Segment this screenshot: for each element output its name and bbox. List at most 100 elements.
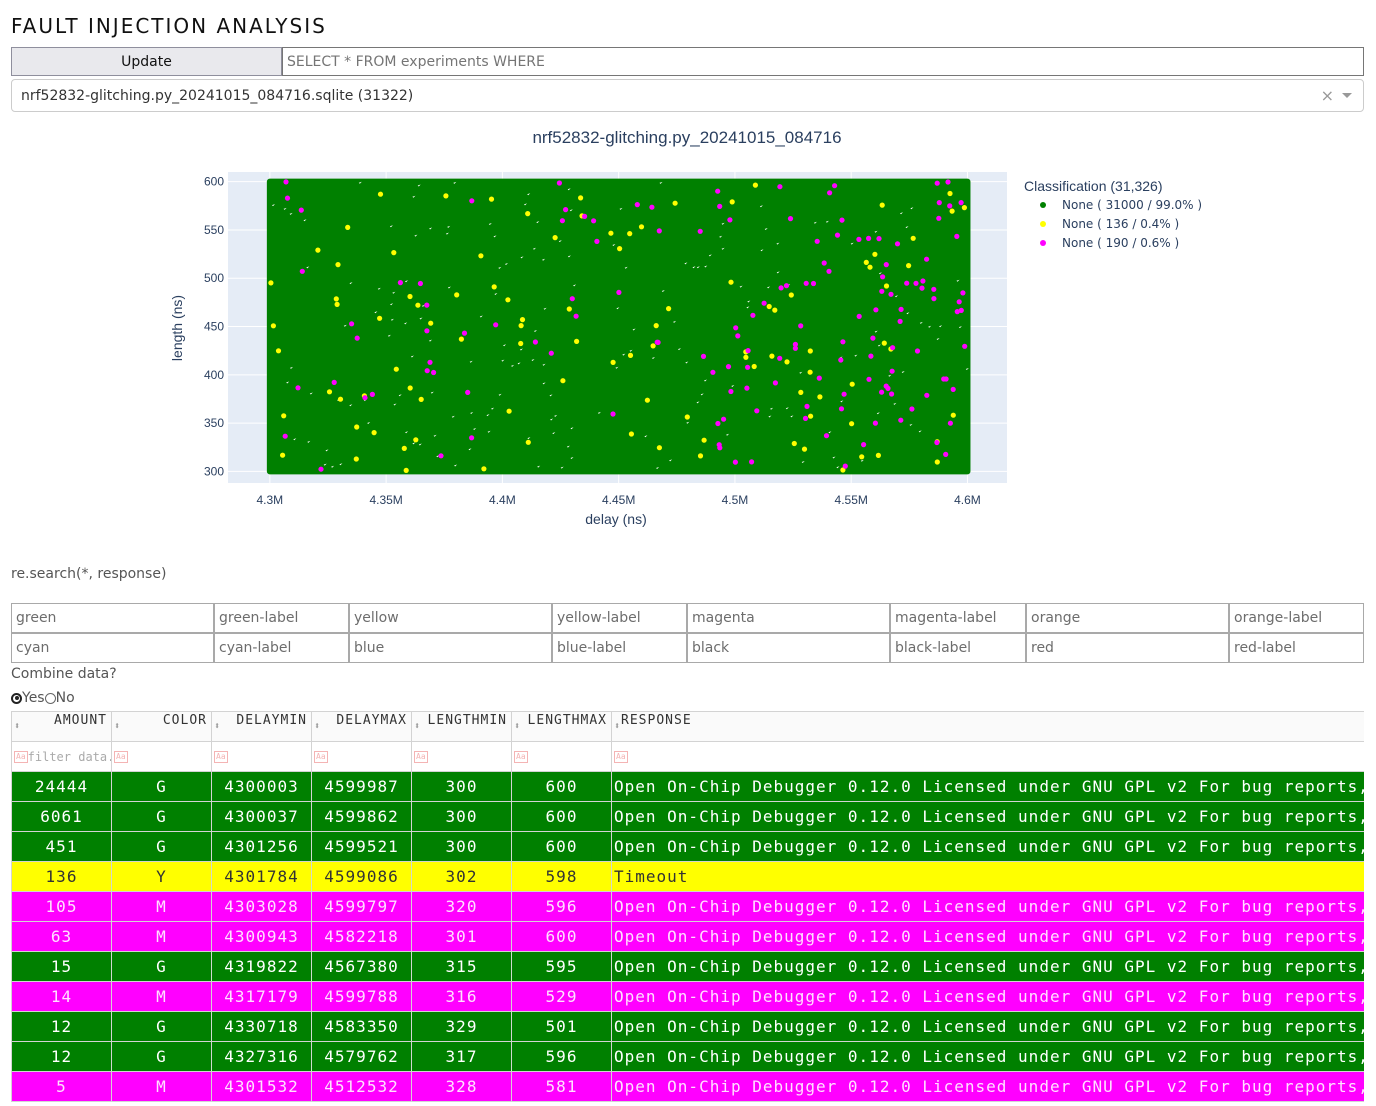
table-cell[interactable]: 300 xyxy=(411,801,512,832)
table-row[interactable]: 24444 G 4300003 4599987 300 600 Open On-Chip D… xyxy=(11,771,1364,802)
point-magenta[interactable] xyxy=(945,179,951,185)
point-yellow[interactable] xyxy=(872,251,878,257)
legend-item-label[interactable]: None ( 190 / 0.6% ) xyxy=(1062,236,1179,250)
point-magenta[interactable] xyxy=(397,280,403,286)
magenta-label-field[interactable] xyxy=(890,603,1026,633)
point-magenta[interactable] xyxy=(856,236,862,242)
table-cell[interactable]: G xyxy=(111,1011,212,1042)
table-cell[interactable]: 12 xyxy=(11,1041,112,1072)
point-yellow[interactable] xyxy=(454,292,460,298)
point-magenta[interactable] xyxy=(924,256,930,262)
point-yellow[interactable] xyxy=(881,340,887,346)
point-yellow[interactable] xyxy=(345,224,351,230)
point-magenta[interactable] xyxy=(728,388,734,395)
point-yellow[interactable] xyxy=(525,211,531,217)
point-magenta[interactable] xyxy=(873,307,879,313)
point-magenta[interactable] xyxy=(856,313,862,319)
point-magenta[interactable] xyxy=(954,309,960,315)
filter-case-icon[interactable]: Aa xyxy=(314,751,328,763)
point-magenta[interactable] xyxy=(594,238,600,244)
point-magenta[interactable] xyxy=(656,228,662,234)
point-magenta[interactable] xyxy=(299,268,305,274)
table-cell[interactable]: 14 xyxy=(11,981,112,1012)
table-row[interactable]: 63 M 4300943 4582218 301 600 Open On-Chip Debu… xyxy=(11,921,1364,952)
table-cell[interactable]: 136 xyxy=(11,861,112,892)
point-magenta[interactable] xyxy=(610,411,616,417)
point-magenta[interactable] xyxy=(958,200,964,206)
point-magenta[interactable] xyxy=(461,330,468,336)
magenta-field[interactable] xyxy=(687,603,890,633)
point-magenta[interactable] xyxy=(787,216,794,222)
point-yellow[interactable] xyxy=(552,235,558,241)
table-cell[interactable]: 329 xyxy=(411,1011,512,1042)
point-magenta[interactable] xyxy=(894,241,901,247)
cyan-field[interactable] xyxy=(11,633,214,663)
sort-icon[interactable]: ⬍ xyxy=(514,720,522,732)
clear-icon[interactable]: × xyxy=(1320,86,1334,105)
table-cell[interactable]: M xyxy=(111,891,212,922)
point-magenta[interactable] xyxy=(883,262,889,268)
point-magenta[interactable] xyxy=(761,300,767,306)
point-yellow[interactable] xyxy=(769,353,775,359)
red-field[interactable] xyxy=(1026,633,1229,663)
table-cell[interactable]: M xyxy=(111,981,212,1012)
point-yellow[interactable] xyxy=(281,413,287,419)
point-yellow[interactable] xyxy=(949,208,955,214)
point-magenta[interactable] xyxy=(424,368,430,374)
point-yellow[interactable] xyxy=(353,456,359,462)
point-yellow[interactable] xyxy=(875,452,882,458)
point-magenta[interactable] xyxy=(839,217,845,223)
table-cell[interactable]: Open On-Chip Debugger 0.12.0 Licensed un… xyxy=(611,771,1364,802)
table-cell[interactable]: 300 xyxy=(411,771,512,802)
table-cell[interactable]: G xyxy=(111,801,212,832)
point-magenta[interactable] xyxy=(861,442,867,448)
point-magenta[interactable] xyxy=(823,433,830,439)
point-yellow[interactable] xyxy=(697,453,704,459)
header-lengthmax[interactable]: ⬍ LENGTHMAX xyxy=(511,711,612,742)
point-magenta[interactable] xyxy=(354,335,360,341)
point-yellow[interactable] xyxy=(525,439,531,445)
point-magenta[interactable] xyxy=(754,408,760,414)
table-row[interactable]: 15 G 4319822 4567380 315 595 Open On-Chip Debu… xyxy=(11,951,1364,982)
point-yellow[interactable] xyxy=(644,397,651,403)
point-magenta[interactable] xyxy=(868,353,874,359)
point-yellow[interactable] xyxy=(428,320,434,326)
point-yellow[interactable] xyxy=(574,338,580,344)
yellow-label-field[interactable] xyxy=(552,603,687,633)
table-cell[interactable]: 12 xyxy=(11,1011,112,1042)
point-magenta[interactable] xyxy=(772,380,779,386)
point-magenta[interactable] xyxy=(331,379,337,385)
point-magenta[interactable] xyxy=(655,339,661,345)
point-magenta[interactable] xyxy=(744,385,750,391)
table-cell[interactable]: 596 xyxy=(511,891,612,922)
filter-cell-response[interactable]: Aa xyxy=(611,741,1364,772)
point-magenta[interactable] xyxy=(417,280,423,287)
point-yellow[interactable] xyxy=(334,301,340,307)
table-cell[interactable]: 4512532 xyxy=(311,1071,412,1102)
point-magenta[interactable] xyxy=(838,406,845,412)
filter-cell-color[interactable]: Aa xyxy=(111,741,212,772)
table-cell[interactable]: 4583350 xyxy=(311,1011,412,1042)
table-cell[interactable]: 4317179 xyxy=(211,981,312,1012)
point-yellow[interactable] xyxy=(377,315,383,321)
point-magenta[interactable] xyxy=(931,296,937,302)
point-magenta[interactable] xyxy=(879,389,885,395)
point-yellow[interactable] xyxy=(859,454,865,460)
point-magenta[interactable] xyxy=(424,328,430,334)
point-yellow[interactable] xyxy=(849,421,855,427)
point-magenta[interactable] xyxy=(431,369,437,376)
table-cell[interactable]: Open On-Chip Debugger 0.12.0 Licensed un… xyxy=(611,801,1364,832)
point-magenta[interactable] xyxy=(919,285,925,291)
table-cell[interactable]: 302 xyxy=(411,861,512,892)
legend-marker[interactable] xyxy=(1040,202,1046,208)
point-yellow[interactable] xyxy=(488,196,495,202)
point-magenta[interactable] xyxy=(700,353,707,359)
point-magenta[interactable] xyxy=(802,415,809,421)
point-yellow[interactable] xyxy=(335,262,341,268)
point-magenta[interactable] xyxy=(715,420,721,427)
filter-cell-delaymin[interactable]: Aa xyxy=(211,741,312,772)
point-magenta[interactable] xyxy=(493,322,499,328)
table-cell[interactable]: G xyxy=(111,1041,212,1072)
table-cell[interactable]: 4300943 xyxy=(211,921,312,952)
point-yellow[interactable] xyxy=(950,412,956,418)
